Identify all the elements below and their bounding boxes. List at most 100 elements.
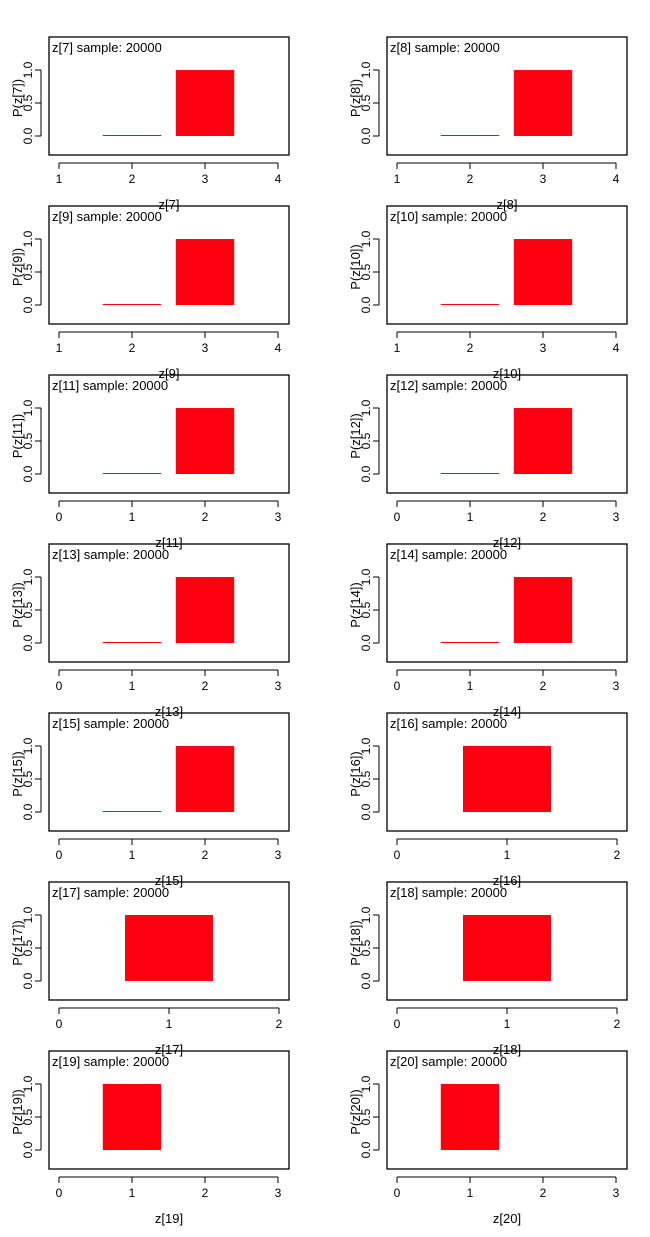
y-tick-label: 1.0 [359,61,373,78]
chart-panel: z[14] sample: 20000 0.0 0.5 1.0P(z[14]) 0 1 2 3… [348,543,628,719]
x-tick-label: 1 [56,172,63,186]
x-tick-label: 4 [275,172,282,186]
bar [102,1084,162,1150]
x-tick-label: 1 [467,1186,474,1200]
x-tick-label: 2 [129,172,136,186]
x-tick-label: 4 [275,341,282,355]
chart-title: z[10] sample: 20000 [390,209,507,224]
x-tick-label: 1 [504,1017,511,1031]
y-tick-label: 0.0 [21,972,35,989]
x-tick-label: 0 [56,1186,63,1200]
chart-panel: z[16] sample: 20000 0.0 0.5 1.0P(z[16]) 0 1 2 z… [348,712,628,888]
bar [440,473,500,474]
y-axis-label: P(z[18]) [348,920,363,966]
y-axis-label: P(z[19]) [10,1089,25,1135]
chart-title: z[19] sample: 20000 [52,1054,169,1069]
y-tick-label: 0.5 [359,601,373,618]
y-tick-label: 0.0 [359,972,373,989]
x-axis-label: z[17] [155,1042,183,1057]
y-axis-label: P(z[16]) [348,751,363,797]
y-tick-label: 0.5 [359,263,373,280]
x-axis-label: z[20] [493,1211,521,1226]
y-tick-label: 0.0 [21,465,35,482]
y-tick-label: 0.5 [359,432,373,449]
x-tick-label: 2 [540,1186,547,1200]
x-axis-label: z[12] [493,535,521,550]
chart-title: z[9] sample: 20000 [52,209,162,224]
bar [513,408,573,474]
y-tick-label: 0.0 [21,296,35,313]
x-tick-label: 3 [613,1186,620,1200]
chart-panel: z[17] sample: 20000 0.0 0.5 1.0P(z[17]) 0 1 2 z… [10,881,290,1057]
x-tick-label: 1 [394,172,401,186]
y-tick-label: 1.0 [359,1075,373,1092]
x-tick-label: 2 [202,1186,209,1200]
y-tick-label: 0.5 [359,94,373,111]
chart-title: z[13] sample: 20000 [52,547,169,562]
x-tick-label: 1 [166,1017,173,1031]
bar [440,135,500,136]
y-tick-label: 0.0 [359,803,373,820]
x-tick-label: 3 [613,679,620,693]
x-tick-label: 4 [613,341,620,355]
x-tick-label: 2 [467,341,474,355]
x-tick-label: 2 [202,679,209,693]
y-tick-label: 0.0 [21,1141,35,1158]
y-tick-label: 1.0 [21,906,35,923]
plot-frame [386,205,628,325]
x-tick-label: 1 [504,848,511,862]
y-tick-label: 0.0 [359,634,373,651]
plot-frame [48,881,290,1001]
y-tick-label: 1.0 [359,399,373,416]
x-tick-label: 1 [129,679,136,693]
chart-title: z[11] sample: 20000 [52,378,168,393]
chart-panel: z[19] sample: 20000 0.0 0.5 1.0P(z[19]) 0 1 2 3… [10,1050,290,1226]
x-tick-label: 1 [129,848,136,862]
x-tick-label: 3 [613,510,620,524]
x-axis-label: z[19] [155,1211,183,1226]
y-axis-label: P(z[12]) [348,413,363,459]
x-tick-label: 1 [56,341,63,355]
y-tick-label: 0.0 [21,127,35,144]
x-axis-label: z[8] [497,197,518,212]
y-tick-label: 1.0 [21,737,35,754]
chart-panel: z[13] sample: 20000 0.0 0.5 1.0P(z[13]) 0 1 2 3… [10,543,290,719]
x-tick-label: 0 [394,1186,401,1200]
plot-frame [48,1050,290,1170]
y-tick-label: 0.5 [21,601,35,618]
chart-panel: z[7] sample: 20000 0.0 0.5 1.0P(z[7]) 1 2 3 4 z[… [10,36,290,212]
y-tick-label: 1.0 [21,399,35,416]
y-tick-label: 1.0 [21,61,35,78]
plot-frame [48,36,290,156]
y-tick-label: 0.0 [359,296,373,313]
bar [102,135,162,136]
x-axis-label: z[18] [493,1042,521,1057]
x-tick-label: 1 [129,1186,136,1200]
y-tick-label: 0.5 [21,770,35,787]
y-tick-label: 0.5 [359,1108,373,1125]
y-axis-label: P(z[8]) [348,79,363,117]
x-axis-label: z[9] [159,366,180,381]
x-tick-label: 1 [467,510,474,524]
x-tick-label: 1 [129,510,136,524]
y-tick-label: 1.0 [21,230,35,247]
chart-title: z[14] sample: 20000 [390,547,507,562]
x-tick-label: 3 [202,172,209,186]
y-axis-label: P(z[14]) [348,582,363,628]
x-tick-label: 0 [394,510,401,524]
plot-frame [48,712,290,832]
chart-title: z[20] sample: 20000 [390,1054,507,1069]
bar [102,642,162,643]
chart-title: z[12] sample: 20000 [390,378,507,393]
bar [175,577,235,643]
y-axis-label: P(z[11]) [10,414,25,459]
y-tick-label: 1.0 [21,1075,35,1092]
chart-panel: z[11] sample: 20000 0.0 0.5 1.0P(z[11]) 0 1 2 3… [10,374,290,550]
x-tick-label: 3 [275,679,282,693]
x-tick-label: 2 [467,172,474,186]
bar [102,473,162,474]
x-tick-label: 0 [394,679,401,693]
x-tick-label: 0 [56,1017,63,1031]
